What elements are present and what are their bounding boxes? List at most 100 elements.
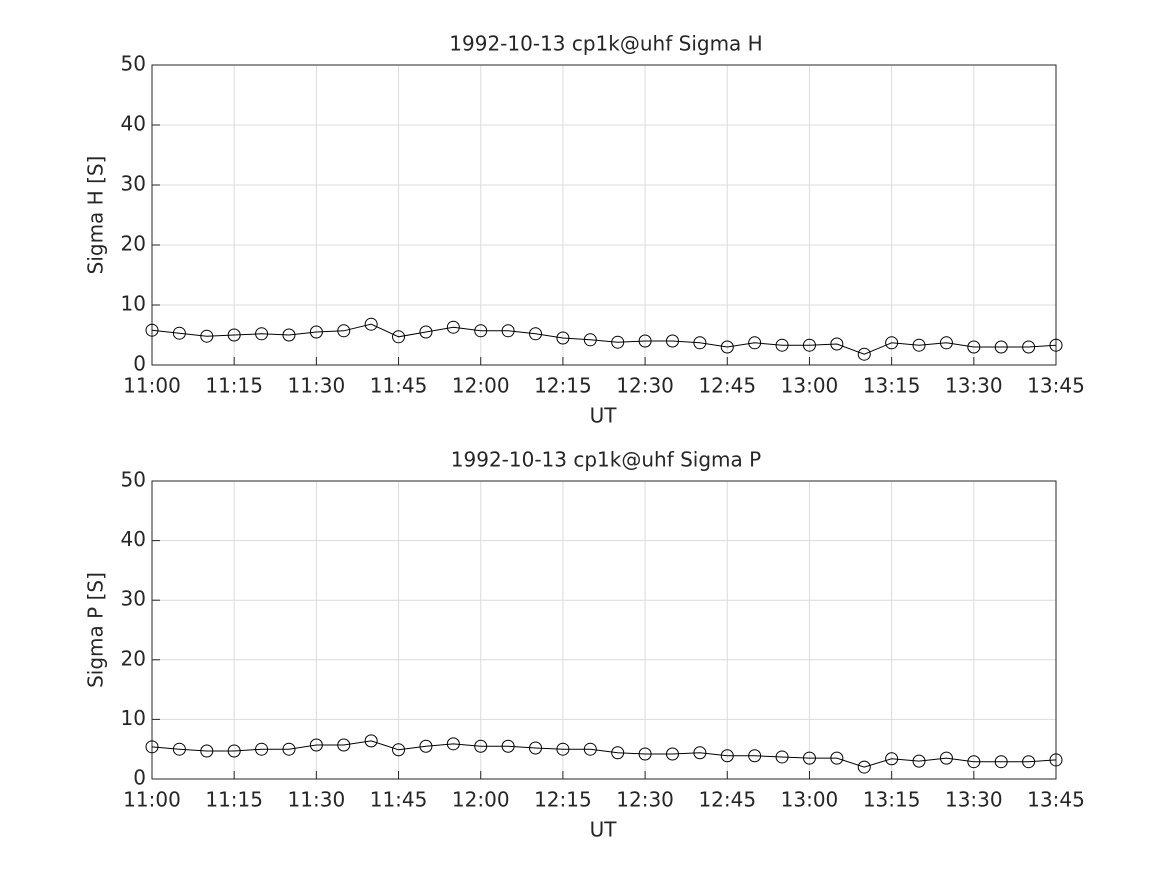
x-tick-label: 11:15 (205, 374, 263, 398)
axes-box (151, 480, 1057, 780)
data-point (501, 739, 515, 753)
data-point (446, 737, 460, 751)
data-point (529, 741, 543, 755)
data-point (392, 743, 406, 757)
y-tick-label: 50 (121, 468, 146, 492)
data-point (939, 751, 953, 765)
data-point (282, 742, 296, 756)
axes-box (151, 64, 1057, 366)
data-point (967, 340, 981, 354)
data-point (994, 340, 1008, 354)
data-point (556, 331, 570, 345)
data-point (912, 338, 926, 352)
data-point (665, 747, 679, 761)
y-tick-label: 50 (121, 52, 146, 76)
data-point (830, 751, 844, 765)
data-point (501, 324, 515, 338)
data-point (802, 751, 816, 765)
data-point (720, 749, 734, 763)
data-point (748, 336, 762, 350)
data-point (775, 750, 789, 764)
x-tick-label: 12:00 (452, 374, 510, 398)
data-point (967, 755, 981, 769)
data-point (529, 327, 543, 341)
x-tick-label: 13:00 (781, 374, 839, 398)
y-tick-label: 30 (121, 172, 146, 196)
data-point (775, 338, 789, 352)
x-tick-label: 11:45 (370, 374, 428, 398)
x-tick-label: 12:45 (698, 788, 756, 812)
y-tick-label: 0 (133, 352, 146, 376)
data-point (885, 336, 899, 350)
chart-title: 1992-10-13 cp1k@uhf Sigma H (449, 32, 762, 56)
data-point (665, 334, 679, 348)
x-tick-label: 11:15 (205, 788, 263, 812)
data-point (200, 329, 214, 343)
x-tick-label: 11:30 (288, 374, 346, 398)
data-point (611, 335, 625, 349)
x-tick-label: 13:00 (781, 788, 839, 812)
y-tick-label: 0 (133, 766, 146, 790)
data-point (474, 324, 488, 338)
x-tick-label: 11:45 (370, 788, 428, 812)
y-tick-label: 40 (121, 527, 146, 551)
y-tick-label: 30 (121, 587, 146, 611)
data-point (857, 347, 871, 361)
x-tick-label: 13:15 (863, 374, 921, 398)
data-point (364, 734, 378, 748)
x-tick-label: 12:45 (698, 374, 756, 398)
data-point (255, 742, 269, 756)
data-point (446, 320, 460, 334)
data-point (638, 747, 652, 761)
x-tick-label: 12:30 (616, 788, 674, 812)
y-tick-label: 20 (121, 646, 146, 670)
y-axis-label: Sigma H [S] (84, 156, 108, 275)
x-tick-label: 13:45 (1027, 788, 1085, 812)
x-tick-label: 12:00 (452, 788, 510, 812)
x-tick-label: 12:15 (534, 374, 592, 398)
data-point (748, 749, 762, 763)
data-point (802, 338, 816, 352)
data-point (172, 326, 186, 340)
data-point (255, 327, 269, 341)
data-point (1022, 340, 1036, 354)
data-point (720, 340, 734, 354)
x-tick-label: 11:00 (123, 374, 181, 398)
y-axis-label: Sigma P [S] (84, 572, 108, 688)
y-tick-label: 10 (121, 292, 146, 316)
y-tick-label: 20 (121, 232, 146, 256)
x-tick-label: 11:00 (123, 788, 181, 812)
data-point (556, 742, 570, 756)
data-point (145, 740, 159, 754)
x-tick-label: 13:45 (1027, 374, 1085, 398)
x-tick-label: 12:15 (534, 788, 592, 812)
x-tick-label: 12:30 (616, 374, 674, 398)
data-point (693, 746, 707, 760)
data-point (474, 739, 488, 753)
data-point (227, 328, 241, 342)
data-point (1049, 753, 1063, 767)
data-point (309, 738, 323, 752)
x-tick-label: 13:30 (945, 788, 1003, 812)
data-point (885, 752, 899, 766)
y-tick-label: 40 (121, 112, 146, 136)
data-point (227, 744, 241, 758)
data-line (151, 323, 1057, 355)
data-point (830, 337, 844, 351)
data-point (611, 746, 625, 760)
data-point (419, 739, 433, 753)
data-point (172, 742, 186, 756)
x-axis-label: UT (590, 404, 618, 428)
data-point (200, 744, 214, 758)
data-point (364, 317, 378, 331)
data-point (1049, 338, 1063, 352)
x-axis-label: UT (590, 818, 618, 842)
x-tick-label: 11:30 (288, 788, 346, 812)
x-tick-label: 13:30 (945, 374, 1003, 398)
data-line (151, 740, 1057, 768)
data-point (583, 333, 597, 347)
x-tick-label: 13:15 (863, 788, 921, 812)
data-point (392, 330, 406, 344)
